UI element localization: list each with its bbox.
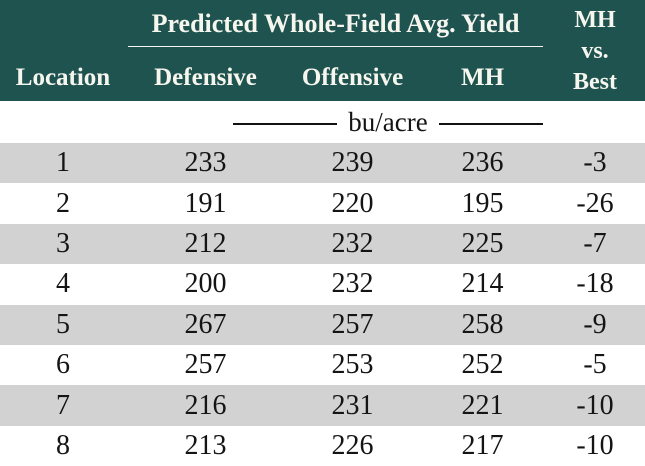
cell-diff: -5 [583,349,607,381]
table-header: Location Predicted Whole-Field Avg. Yiel… [0,0,645,101]
cell-offensive: 257 [331,308,374,340]
cell-diff: -3 [583,147,607,179]
cell-defensive: 212 [184,227,227,259]
units-label: bu/acre [348,106,428,137]
cell-mh: 221 [461,389,504,421]
cell-location: 1 [56,147,70,179]
cell-mh: 258 [461,308,504,340]
yield-group-header: Predicted Whole-Field Avg. Yield Defensi… [126,0,545,101]
table-row: 5 267 257 258 -9 [0,304,645,345]
cell-diff: -7 [583,227,607,259]
sub-column-headers: Defensive Offensive MH [126,47,545,101]
cell-offensive: 253 [331,349,374,381]
cell-location: 5 [56,308,70,340]
cell-offensive: 220 [331,187,374,219]
table-row: 1 233 239 236 -3 [0,143,645,184]
cell-offensive: 232 [331,227,374,259]
cell-defensive: 191 [184,187,227,219]
cell-defensive: 200 [184,268,227,300]
column-header-mh: MH [460,64,505,91]
cell-diff: -10 [576,429,614,461]
cell-location: 3 [56,227,70,259]
table-row: 8 213 226 217 -10 [0,425,645,466]
cell-mh: 252 [461,349,504,381]
table-row: 7 216 231 221 -10 [0,385,645,426]
mh-vs-best-line2: vs. [581,38,609,64]
table-row: 4 200 232 214 -18 [0,264,645,305]
cell-diff: -9 [583,308,607,340]
group-title: Predicted Whole-Field Avg. Yield [151,9,520,38]
cell-mh: 217 [461,429,504,461]
table-row: 3 212 232 225 -7 [0,223,645,265]
units-row: bu/acre [0,101,645,143]
mh-vs-best-line3: Best [573,69,617,95]
cell-defensive: 233 [184,147,227,179]
column-header-offensive: Offensive [301,64,404,91]
units-group: bu/acre [233,106,544,138]
cell-location: 7 [56,389,70,421]
column-header-defensive: Defensive [154,64,257,91]
cell-defensive: 257 [184,349,227,381]
units-right-rule [438,122,544,125]
cell-offensive: 239 [331,147,374,179]
cell-location: 2 [56,187,70,219]
table-row: 6 257 253 252 -5 [0,344,645,386]
units-left-rule [233,122,338,125]
cell-location: 4 [56,268,70,300]
cell-offensive: 231 [331,389,374,421]
cell-defensive: 213 [184,429,227,461]
cell-location: 8 [56,429,70,461]
cell-diff: -18 [576,268,614,300]
group-title-underline [128,46,543,47]
cell-location: 6 [56,349,70,381]
cell-mh: 236 [461,147,504,179]
column-header-location: Location [0,0,126,101]
cell-offensive: 232 [331,268,374,300]
mh-vs-best-line1: MH [574,7,616,33]
column-header-mh-vs-best: MH vs. Best [545,0,645,101]
cell-mh: 195 [461,187,504,219]
cell-diff: -10 [576,389,614,421]
table-body: 1 233 239 236 -3 2 191 220 195 -26 3 212 232 225 -7 4 20… [0,143,645,466]
table-row: 2 191 220 195 -26 [0,183,645,224]
cell-defensive: 267 [184,308,227,340]
location-label: Location [15,64,111,91]
cell-diff: -26 [576,187,614,219]
cell-offensive: 226 [331,429,374,461]
cell-defensive: 216 [184,389,227,421]
cell-mh: 214 [461,268,504,300]
cell-mh: 225 [461,227,504,259]
